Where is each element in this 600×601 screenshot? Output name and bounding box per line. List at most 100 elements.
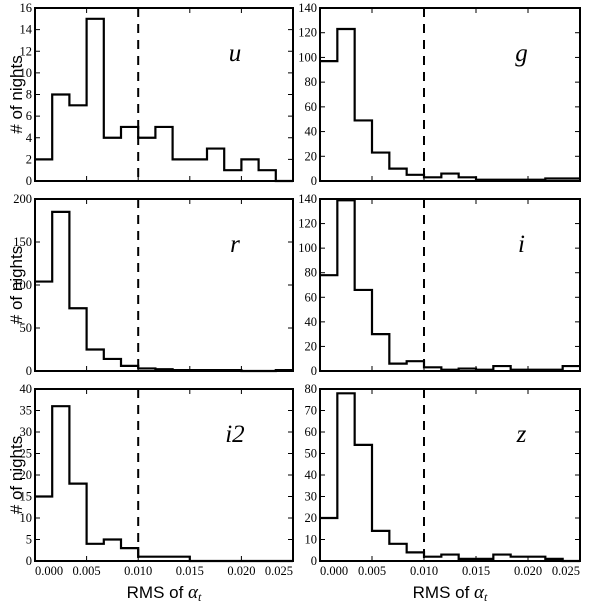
panel-z: 0 10 20 30 40 50 60 70 80 0.000 0.005 0.010 0.015 0.0… (305, 382, 581, 601)
x-tick-label: 0.010 (410, 564, 438, 578)
x-tick-label: 0.015 (462, 564, 490, 578)
x-axis-label: RMS of αt (413, 582, 488, 601)
x-tick-label: 0.000 (320, 564, 348, 578)
y-tick-label: 14 (20, 23, 33, 37)
histogram-bin (441, 174, 458, 181)
histogram-bin (35, 159, 52, 181)
histogram-bin (207, 149, 224, 181)
y-tick-label: 0 (26, 364, 32, 378)
histogram-bin (337, 200, 354, 371)
y-tick-label: 50 (20, 321, 33, 335)
histogram-bin (87, 544, 104, 561)
panel-r: 0 50 100 150 200 r # of nights (7, 192, 294, 378)
histogram-bin (69, 105, 86, 181)
y-tick-label: 0 (26, 554, 32, 568)
y-tick-label: 100 (298, 50, 317, 64)
y-tick-label: 80 (305, 382, 318, 396)
histogram-bin (138, 138, 155, 181)
y-tick-label: 140 (298, 1, 317, 15)
y-tick-label: 120 (298, 26, 317, 40)
histogram-bin (389, 364, 406, 371)
histogram-bin (52, 95, 69, 182)
histogram-bin (69, 484, 86, 561)
axes-frame (319, 7, 581, 182)
y-tick-label: 40 (305, 125, 318, 139)
x-tick-label: 0.020 (514, 564, 542, 578)
panel-i2: 0 5 10 15 20 25 30 35 40 0.000 0.005 0.010 0.015 0.02… (7, 382, 294, 601)
y-tick-label: 6 (26, 109, 32, 123)
y-tick-label: 0 (311, 364, 317, 378)
histogram-bin (121, 127, 138, 181)
histogram-line (35, 405, 293, 563)
histogram-bin (173, 159, 190, 181)
histogram-bin (337, 393, 354, 561)
histogram-bin (87, 19, 104, 181)
y-tick-label: 80 (305, 266, 318, 280)
histogram-bin (104, 359, 121, 371)
y-tick-label: 20 (20, 468, 33, 482)
x-tick-label: 0.025 (265, 564, 293, 578)
y-tick-label: 30 (20, 425, 33, 439)
band-label: g (515, 40, 528, 67)
y-tick-label: 20 (305, 339, 318, 353)
y-tick-label: 200 (13, 192, 32, 206)
band-label: u (229, 40, 242, 67)
histogram-bin (241, 159, 258, 181)
histogram-bin (52, 212, 69, 371)
histogram-bin (337, 29, 354, 181)
histogram-bin (355, 290, 372, 371)
y-tick-label: 15 (20, 490, 33, 504)
y-tick-label: 20 (305, 149, 318, 163)
histogram-bin (104, 540, 121, 562)
y-tick-label: 80 (305, 75, 318, 89)
x-axis-label: RMS of αt (127, 582, 202, 601)
x-tick-label: 0.005 (73, 564, 101, 578)
y-tick-label: 60 (305, 425, 318, 439)
y-tick-label: 10 (305, 533, 318, 547)
histogram-bin (407, 552, 424, 561)
y-tick-label: 70 (305, 404, 318, 418)
histogram-bin (104, 138, 121, 181)
histogram-line (35, 17, 293, 183)
histogram-bin (372, 334, 389, 371)
histogram-bin (407, 361, 424, 371)
y-tick-label: 25 (20, 447, 33, 461)
y-tick-label: 100 (13, 278, 32, 292)
histogram-line (35, 210, 293, 373)
histogram-bin (372, 153, 389, 181)
histogram-bin (35, 282, 52, 371)
axes-frame (34, 7, 294, 182)
y-tick-label: 100 (298, 241, 317, 255)
y-axis-label: # of nights (7, 246, 26, 324)
axes-frame (34, 198, 294, 372)
x-tick-label: 0.020 (227, 564, 255, 578)
y-tick-label: 50 (305, 447, 318, 461)
y-tick-label: 30 (305, 490, 318, 504)
y-axis-label: # of nights (7, 436, 26, 514)
y-tick-label: 120 (298, 217, 317, 231)
histogram-bin (389, 169, 406, 181)
y-tick-label: 8 (26, 88, 32, 102)
y-tick-label: 150 (13, 235, 32, 249)
y-tick-label: 60 (305, 100, 318, 114)
axes-frame (319, 198, 581, 372)
y-tick-label: 0 (311, 174, 317, 188)
histogram-bin (320, 61, 337, 181)
y-tick-label: 20 (305, 511, 318, 525)
x-tick-label: 0.015 (176, 564, 204, 578)
x-tick-label: 0.000 (35, 564, 63, 578)
histogram-bin (52, 406, 69, 561)
panel-g: 0 20 40 60 80 100 120 140 g (298, 1, 581, 188)
y-tick-label: 140 (298, 192, 317, 206)
panel-i: 0 20 40 60 80 100 120 140 i (298, 192, 581, 378)
y-tick-label: 35 (20, 404, 33, 418)
panel-u: 0 2 4 6 8 10 12 14 16 u # of nights (7, 1, 294, 188)
histogram-bin (355, 120, 372, 181)
band-label: i (518, 231, 525, 258)
y-tick-label: 2 (26, 152, 32, 166)
axes-frame (34, 388, 294, 562)
histogram-bin (155, 127, 172, 181)
y-tick-label: 0 (26, 174, 32, 188)
histogram-bin (35, 497, 52, 562)
